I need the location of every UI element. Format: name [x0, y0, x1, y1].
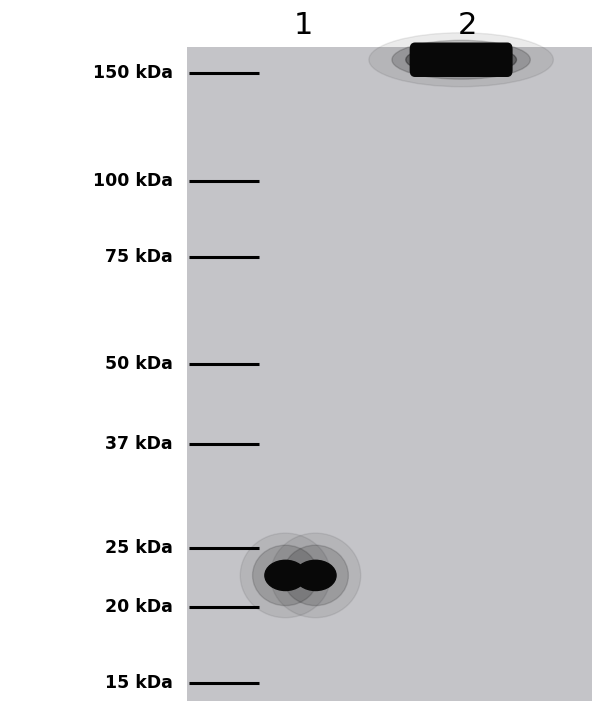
- Text: 2: 2: [458, 11, 477, 40]
- Ellipse shape: [265, 560, 306, 590]
- Text: 50 kDa: 50 kDa: [105, 355, 173, 373]
- Ellipse shape: [240, 533, 331, 618]
- Ellipse shape: [406, 45, 516, 74]
- Ellipse shape: [283, 545, 349, 605]
- Text: 15 kDa: 15 kDa: [105, 674, 173, 692]
- Ellipse shape: [270, 533, 361, 618]
- Ellipse shape: [253, 545, 318, 605]
- FancyBboxPatch shape: [410, 42, 513, 77]
- Ellipse shape: [295, 560, 336, 590]
- Text: 37 kDa: 37 kDa: [105, 435, 173, 453]
- Ellipse shape: [369, 33, 553, 87]
- Text: 100 kDa: 100 kDa: [93, 172, 173, 190]
- Ellipse shape: [392, 40, 530, 79]
- Text: 25 kDa: 25 kDa: [105, 539, 173, 557]
- Text: 150 kDa: 150 kDa: [93, 65, 173, 83]
- Text: 20 kDa: 20 kDa: [105, 597, 173, 615]
- Text: 75 kDa: 75 kDa: [105, 248, 173, 266]
- Text: 1: 1: [294, 11, 313, 40]
- Bar: [187, 47, 592, 701]
